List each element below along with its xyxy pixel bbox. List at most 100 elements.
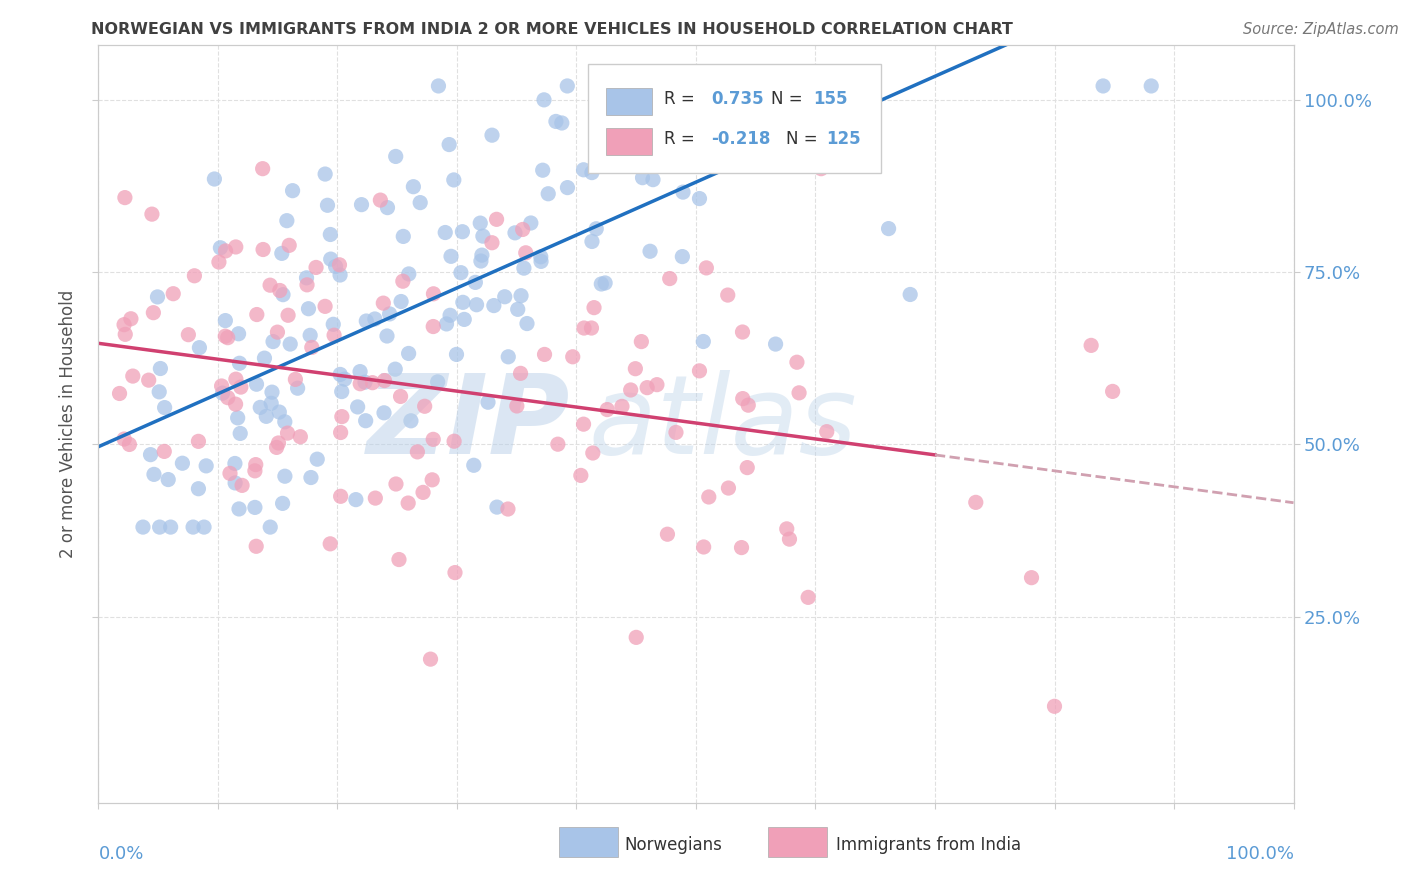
- Point: [450, 266, 472, 280]
- Point: [593, 276, 616, 290]
- Text: Source: ZipAtlas.com: Source: ZipAtlas.com: [1243, 22, 1399, 37]
- Point: [582, 301, 605, 315]
- Point: [208, 255, 231, 269]
- Point: [262, 334, 284, 349]
- Point: [307, 452, 329, 467]
- Point: [630, 334, 652, 349]
- Point: [436, 317, 458, 331]
- Point: [636, 381, 658, 395]
- Point: [172, 456, 194, 470]
- Point: [1101, 384, 1123, 399]
- Point: [249, 401, 271, 415]
- Point: [132, 520, 155, 534]
- Point: [396, 496, 419, 510]
- Point: [177, 327, 200, 342]
- Point: [217, 391, 239, 405]
- Point: [277, 308, 299, 322]
- Point: [709, 140, 731, 154]
- Point: [305, 260, 328, 275]
- Point: [225, 240, 247, 254]
- Point: [269, 405, 291, 419]
- Point: [591, 277, 613, 291]
- Text: 0.735: 0.735: [711, 90, 763, 108]
- Point: [530, 254, 553, 268]
- Point: [547, 437, 569, 451]
- Point: [434, 226, 457, 240]
- Point: [162, 286, 184, 301]
- Point: [276, 213, 298, 227]
- Point: [378, 307, 401, 321]
- Point: [470, 254, 492, 268]
- Point: [470, 216, 492, 230]
- Point: [228, 502, 250, 516]
- Point: [965, 495, 987, 509]
- Point: [717, 288, 740, 302]
- Point: [266, 441, 288, 455]
- Point: [195, 458, 218, 473]
- Text: atlas: atlas: [589, 370, 858, 477]
- Point: [299, 328, 322, 343]
- Point: [329, 425, 352, 440]
- Point: [463, 458, 485, 473]
- Point: [297, 301, 319, 316]
- Point: [551, 116, 574, 130]
- Point: [299, 470, 322, 484]
- Point: [266, 325, 288, 339]
- Point: [202, 172, 225, 186]
- Point: [530, 250, 553, 264]
- Point: [624, 361, 647, 376]
- Point: [121, 369, 143, 384]
- Point: [329, 368, 352, 382]
- Point: [384, 362, 406, 376]
- FancyBboxPatch shape: [606, 128, 652, 155]
- Point: [422, 286, 444, 301]
- Point: [688, 364, 710, 378]
- Point: [451, 295, 474, 310]
- Point: [471, 248, 494, 262]
- Point: [776, 522, 799, 536]
- Point: [118, 437, 141, 451]
- Point: [226, 410, 249, 425]
- Point: [333, 372, 356, 386]
- Point: [672, 185, 695, 199]
- Point: [1092, 78, 1115, 93]
- Point: [665, 425, 688, 440]
- Point: [620, 383, 643, 397]
- Point: [209, 241, 232, 255]
- Point: [827, 78, 849, 93]
- Point: [638, 78, 661, 93]
- Point: [314, 167, 336, 181]
- Point: [243, 500, 266, 515]
- Point: [409, 195, 432, 210]
- Point: [520, 216, 543, 230]
- Point: [695, 260, 717, 275]
- Point: [142, 306, 165, 320]
- Point: [581, 321, 603, 335]
- Point: [252, 161, 274, 176]
- Point: [464, 276, 486, 290]
- Point: [375, 329, 398, 343]
- Point: [219, 467, 242, 481]
- Point: [330, 384, 353, 399]
- Point: [443, 434, 465, 449]
- Point: [229, 380, 252, 394]
- Point: [810, 161, 832, 176]
- Point: [159, 520, 181, 534]
- Point: [419, 652, 441, 666]
- Point: [389, 389, 412, 403]
- Point: [229, 426, 252, 441]
- Point: [120, 311, 142, 326]
- Point: [671, 250, 693, 264]
- Point: [506, 399, 529, 413]
- Point: [323, 328, 346, 343]
- Point: [1080, 338, 1102, 352]
- Point: [641, 172, 664, 186]
- Point: [1043, 699, 1066, 714]
- Point: [329, 489, 352, 503]
- Point: [797, 591, 820, 605]
- Point: [787, 385, 810, 400]
- Text: -0.218: -0.218: [711, 130, 770, 148]
- Point: [531, 163, 554, 178]
- Text: NORWEGIAN VS IMMIGRANTS FROM INDIA 2 OR MORE VEHICLES IN HOUSEHOLD CORRELATION C: NORWEGIAN VS IMMIGRANTS FROM INDIA 2 OR …: [91, 22, 1014, 37]
- Y-axis label: 2 or more Vehicles in Household: 2 or more Vehicles in Household: [59, 290, 77, 558]
